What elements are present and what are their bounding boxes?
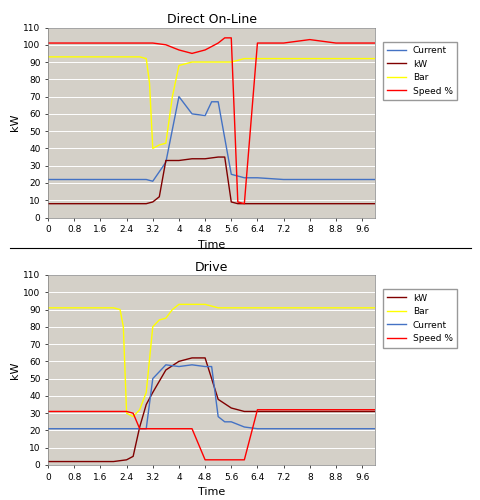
Title: Drive: Drive <box>194 261 228 274</box>
Y-axis label: kW: kW <box>11 114 20 131</box>
Legend: kW, Bar, Current, Speed %: kW, Bar, Current, Speed % <box>382 289 456 348</box>
X-axis label: Time: Time <box>198 487 225 497</box>
Legend: Current, kW, Bar, Speed %: Current, kW, Bar, Speed % <box>382 42 456 100</box>
Y-axis label: kW: kW <box>11 361 20 379</box>
X-axis label: Time: Time <box>198 240 225 250</box>
Title: Direct On-Line: Direct On-Line <box>166 14 256 26</box>
